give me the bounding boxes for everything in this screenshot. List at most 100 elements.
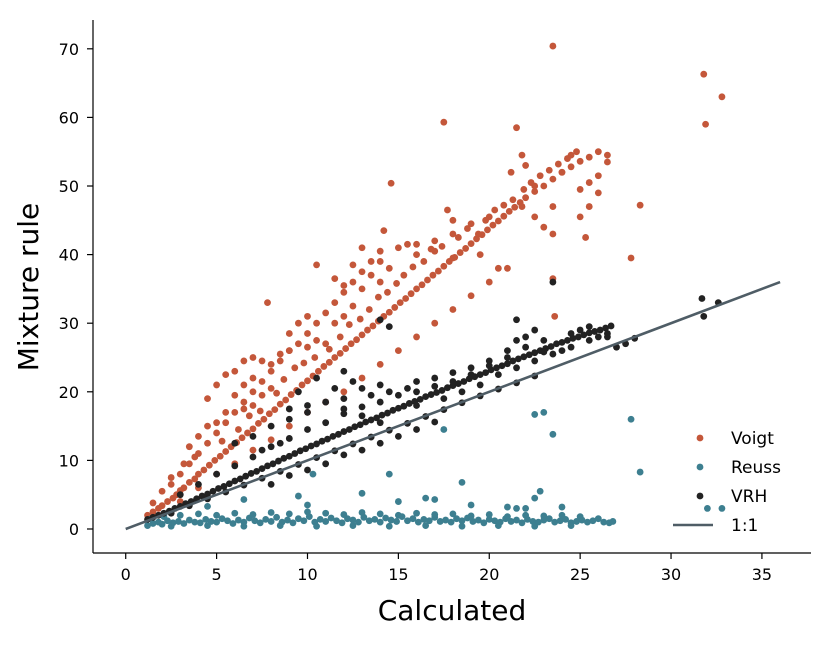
data-point [413, 333, 420, 341]
legend-marker [696, 492, 704, 500]
data-point [231, 439, 239, 447]
data-point [551, 312, 559, 320]
data-point [325, 345, 333, 353]
data-point [180, 484, 188, 492]
data-point [413, 509, 420, 517]
data-point [276, 439, 284, 447]
data-point [334, 430, 342, 438]
data-point [304, 312, 311, 320]
data-point [218, 515, 226, 523]
x-tick-label: 25 [570, 565, 590, 584]
data-point [507, 168, 515, 176]
data-point [494, 217, 502, 225]
data-point [267, 384, 275, 392]
data-point [449, 216, 457, 224]
data-point [376, 316, 384, 324]
data-point [265, 410, 273, 418]
data-point [204, 490, 211, 498]
data-point [376, 398, 384, 406]
data-point [576, 513, 584, 521]
data-point [458, 388, 466, 396]
data-point [340, 388, 348, 396]
data-point [149, 499, 157, 507]
data-point [304, 501, 311, 509]
data-point [404, 517, 411, 525]
data-point [256, 407, 264, 415]
y-tick-label: 40 [59, 246, 79, 265]
data-point [596, 326, 604, 334]
data-point [431, 382, 439, 390]
data-point [349, 516, 357, 524]
data-point [476, 251, 484, 259]
data-point [285, 347, 293, 355]
data-point [349, 378, 357, 385]
data-point [376, 518, 384, 526]
data-point [376, 381, 384, 389]
data-point [438, 387, 446, 394]
data-point [407, 290, 415, 298]
data-point [491, 206, 499, 214]
data-point [195, 481, 202, 488]
data-point [518, 519, 526, 527]
data-point [204, 422, 211, 430]
data-point [245, 412, 253, 420]
data-point [540, 182, 548, 190]
data-point [531, 326, 539, 334]
data-point [376, 278, 384, 286]
data-point [376, 510, 384, 518]
data-point [358, 489, 366, 497]
data-point [549, 430, 557, 438]
data-point [422, 522, 430, 529]
data-point [429, 271, 437, 279]
data-point [703, 505, 711, 512]
data-point [385, 388, 393, 396]
data-point [325, 358, 333, 366]
y-tick-label: 10 [59, 451, 79, 470]
data-point [454, 380, 462, 387]
reference-line [125, 280, 781, 531]
data-point [576, 326, 584, 334]
data-point [191, 453, 199, 461]
data-point [485, 515, 493, 523]
data-point [316, 515, 324, 523]
data-point [373, 414, 380, 422]
data-point [564, 336, 571, 344]
data-point [540, 512, 548, 520]
data-point [474, 516, 482, 524]
data-point [220, 483, 228, 490]
data-point [504, 503, 511, 511]
data-point [387, 516, 395, 524]
legend-item: VRH [696, 487, 767, 507]
data-point [249, 432, 257, 440]
data-point [267, 360, 275, 368]
data-point [224, 517, 231, 525]
data-point [324, 435, 331, 443]
data-point [271, 406, 279, 414]
data-point [331, 384, 339, 392]
data-point [260, 415, 268, 423]
data-point [247, 470, 255, 477]
data-point [376, 419, 384, 427]
x-tick-label: 0 [121, 565, 131, 584]
data-point [531, 357, 539, 365]
data-point [498, 362, 506, 370]
data-point [253, 467, 260, 475]
data-point [327, 514, 335, 522]
data-point [567, 522, 575, 529]
data-point [365, 517, 373, 525]
data-point [500, 212, 508, 220]
data-point [522, 343, 530, 351]
data-point [180, 460, 188, 468]
data-point [358, 331, 366, 339]
data-point [196, 519, 204, 527]
data-point [702, 120, 709, 128]
data-point [545, 515, 553, 523]
data-point [276, 357, 284, 365]
data-point [591, 328, 599, 335]
data-point [718, 505, 726, 512]
data-point [589, 517, 597, 525]
data-point [547, 343, 555, 350]
data-point [427, 391, 435, 398]
data-point [549, 42, 557, 50]
x-tick-label: 15 [388, 565, 408, 584]
